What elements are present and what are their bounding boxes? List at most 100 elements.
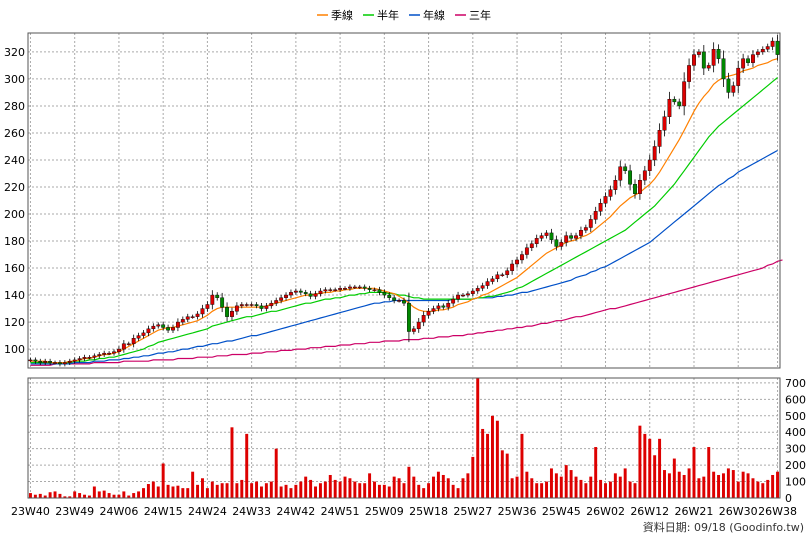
price-tick-label: 300 bbox=[4, 73, 25, 86]
volume-bar bbox=[382, 484, 386, 498]
candle-body bbox=[692, 54, 696, 66]
volume-bar bbox=[186, 488, 190, 498]
volume-bar bbox=[73, 491, 77, 498]
volume-grid bbox=[28, 378, 780, 498]
volume-bar bbox=[314, 486, 318, 498]
candle-body bbox=[28, 359, 33, 362]
legend-label-half: 半年 bbox=[377, 8, 399, 22]
volume-bar bbox=[78, 493, 82, 498]
candle-body bbox=[524, 247, 529, 255]
candle-body bbox=[751, 54, 755, 63]
x-tick-label: 25W45 bbox=[542, 505, 581, 518]
volume-bar bbox=[48, 492, 52, 498]
candle-body bbox=[741, 58, 746, 69]
volume-bar bbox=[328, 474, 332, 498]
volume-bar bbox=[638, 425, 642, 498]
candle-body bbox=[677, 101, 682, 107]
volume-bar bbox=[166, 484, 170, 498]
price-grid bbox=[28, 33, 780, 368]
candle-body bbox=[239, 304, 244, 307]
candle-body bbox=[372, 289, 377, 291]
volume-bar bbox=[259, 486, 263, 498]
candle-body bbox=[97, 354, 102, 357]
candle-body bbox=[171, 327, 175, 331]
candle-body bbox=[313, 293, 318, 297]
volume-bar bbox=[58, 493, 62, 498]
candle-body bbox=[220, 297, 225, 308]
volume-bar bbox=[353, 481, 357, 498]
volume-bar bbox=[441, 474, 445, 498]
candle-body bbox=[583, 227, 588, 231]
volume-bar bbox=[230, 427, 234, 498]
volume-bar bbox=[456, 488, 460, 498]
volume-bar bbox=[97, 491, 101, 498]
candle-body bbox=[254, 304, 259, 307]
volume-bar bbox=[235, 483, 239, 498]
candle-body bbox=[638, 180, 642, 194]
candle-body bbox=[755, 51, 760, 55]
candle-body bbox=[770, 40, 775, 47]
x-tick-label: 23W49 bbox=[55, 505, 94, 518]
candle-body bbox=[352, 286, 357, 289]
candle-body bbox=[38, 361, 43, 363]
legend-label-year: 年線 bbox=[423, 8, 445, 22]
ma-line-ma-year bbox=[30, 149, 778, 365]
volume-bar bbox=[726, 468, 730, 498]
candle-body bbox=[343, 288, 347, 290]
volume-bar bbox=[608, 481, 612, 498]
candle-body bbox=[289, 292, 293, 296]
volume-bar bbox=[181, 488, 185, 498]
volume-bar bbox=[137, 491, 141, 498]
volume-bar bbox=[574, 476, 578, 498]
candle-body bbox=[711, 49, 716, 66]
volume-bar bbox=[579, 479, 583, 498]
volume-bar bbox=[717, 474, 721, 498]
volume-bar bbox=[677, 471, 681, 498]
candle-body bbox=[126, 343, 131, 345]
volume-bar bbox=[245, 433, 249, 498]
volume-bar bbox=[264, 483, 268, 498]
candle-body bbox=[387, 294, 392, 298]
candle-body bbox=[667, 98, 672, 117]
candle-body bbox=[406, 302, 411, 332]
candle-body bbox=[382, 292, 387, 296]
legend-label-3year: 三年 bbox=[469, 8, 491, 22]
candle-body bbox=[67, 361, 72, 363]
volume-bar bbox=[279, 486, 283, 498]
candle-body bbox=[775, 40, 780, 55]
volume-bar bbox=[530, 478, 534, 498]
candle-body bbox=[618, 166, 623, 181]
volume-bar bbox=[83, 494, 86, 498]
candle-body bbox=[175, 321, 180, 328]
candle-body bbox=[682, 81, 687, 107]
candle-body bbox=[151, 325, 156, 330]
candle-body bbox=[633, 184, 637, 194]
candle-body bbox=[746, 58, 750, 63]
candle-body bbox=[544, 232, 549, 236]
volume-bar bbox=[594, 447, 598, 498]
candle-body bbox=[564, 235, 569, 243]
candle-body bbox=[279, 297, 284, 301]
volume-bar bbox=[589, 476, 593, 498]
volume-bar bbox=[766, 479, 770, 498]
candle-body bbox=[362, 286, 367, 289]
candle-body bbox=[333, 289, 338, 291]
volume-bar bbox=[68, 496, 72, 498]
candle-body bbox=[706, 65, 711, 69]
price-tick-label: 320 bbox=[4, 46, 25, 59]
candle-body bbox=[593, 211, 598, 220]
candle-body bbox=[43, 361, 48, 363]
volume-bar bbox=[663, 470, 666, 498]
volume-bar bbox=[191, 471, 195, 498]
volume-bar bbox=[407, 466, 411, 498]
candle-body bbox=[731, 85, 736, 93]
volume-bar bbox=[33, 494, 37, 498]
ma-line-ma-quarter bbox=[30, 58, 778, 364]
volume-bar bbox=[358, 483, 362, 498]
candle-body bbox=[603, 196, 608, 204]
volume-bar bbox=[304, 476, 308, 498]
volume-bar bbox=[269, 481, 273, 498]
candle-body bbox=[87, 356, 92, 359]
candle-body bbox=[397, 300, 402, 302]
x-tick-label: 24W33 bbox=[232, 505, 271, 518]
